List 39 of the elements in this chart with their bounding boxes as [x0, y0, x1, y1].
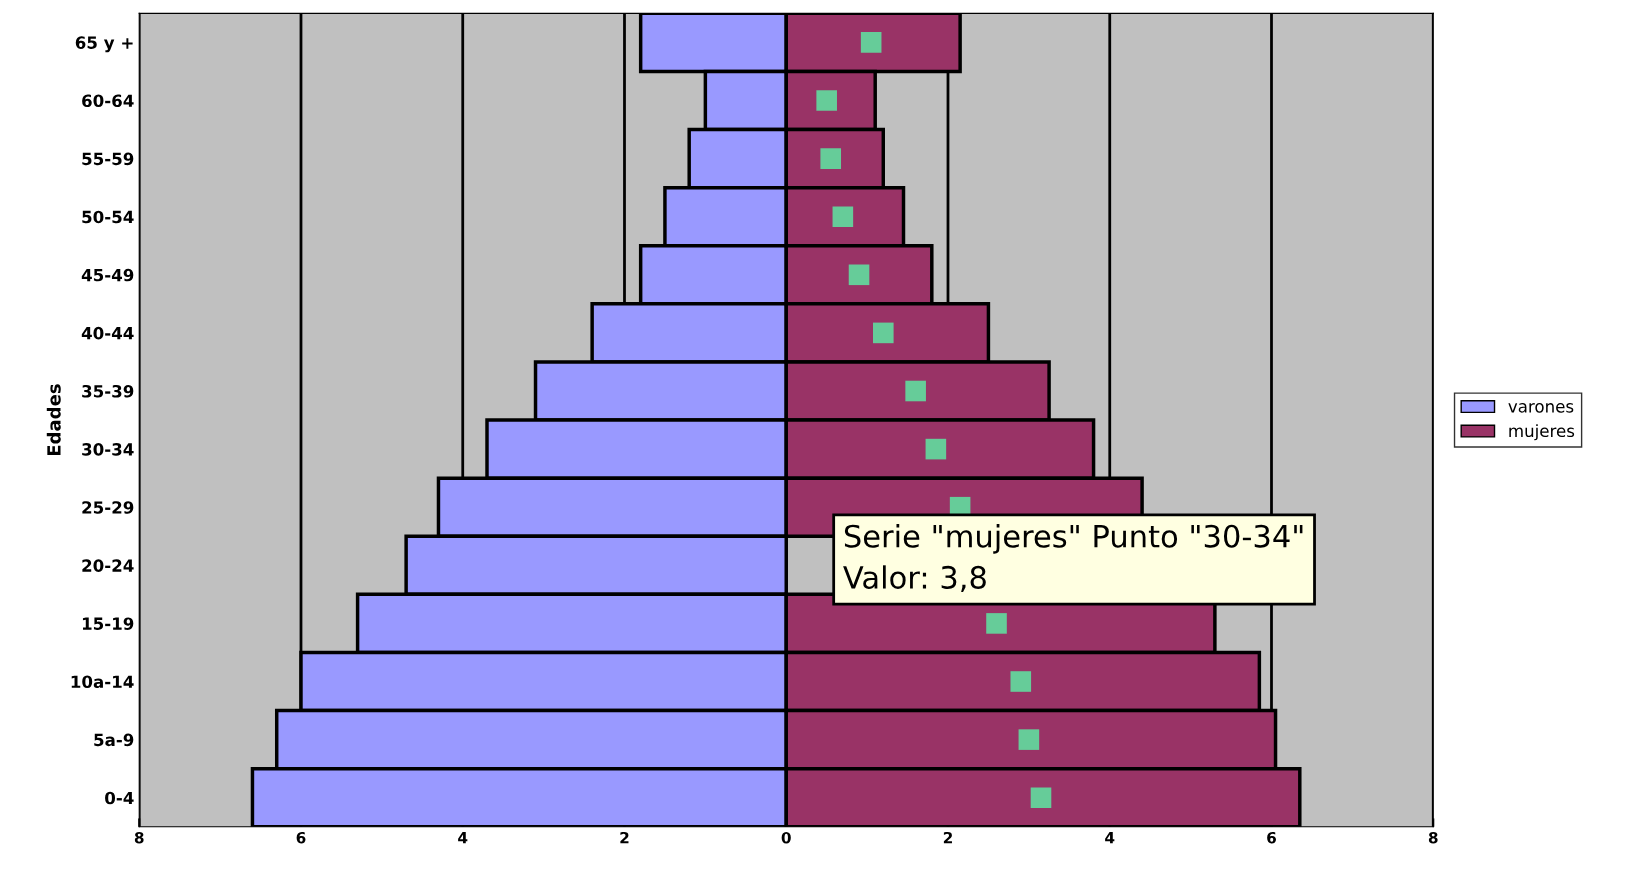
x-tick-label: 4	[458, 832, 468, 844]
x-tick-label: 4	[1105, 832, 1115, 844]
point	[872, 322, 894, 344]
point	[832, 206, 854, 227]
point	[925, 438, 947, 460]
y-tick-label: 60-64	[82, 94, 134, 108]
y-tick-label: 40-44	[81, 326, 134, 340]
x-tick-label: 2	[620, 831, 629, 844]
y-tick-label: 20-24	[82, 559, 134, 572]
y-tick-label: 30-34	[82, 443, 134, 456]
legend-label: mujeres	[1509, 424, 1575, 441]
point	[848, 264, 870, 286]
y-tick-label: 5a-9	[94, 733, 134, 747]
x-tick-label: 0	[781, 831, 791, 844]
x-tick-label: 8	[1428, 831, 1438, 844]
y-tick-label: 65 y +	[75, 36, 133, 53]
y-axis-title: Edades	[46, 384, 61, 456]
legend-label: varones	[1508, 403, 1574, 413]
x-tick-label: 2	[943, 831, 952, 844]
y-tick-label: 15-19	[82, 617, 134, 630]
annotation: Serie "mujeres" Punto "30-34" Valor: 3,8	[843, 524, 1303, 593]
x-tick-label: 6	[296, 831, 306, 844]
point	[905, 380, 926, 402]
y-tick-label: 55-59	[82, 152, 134, 166]
y-tick-label: 50-54	[82, 210, 134, 224]
point	[860, 32, 882, 53]
point	[1018, 729, 1040, 750]
y-tick-label: 25-29	[82, 501, 134, 514]
point	[1010, 671, 1032, 692]
x-tick-label: 8	[134, 831, 144, 844]
y-tick-label: 35-39	[82, 384, 134, 398]
y-tick-label: 0-4	[105, 791, 134, 805]
x-tick-label: 6	[1267, 831, 1276, 844]
point	[986, 613, 1007, 634]
point	[820, 148, 842, 169]
point	[1030, 787, 1052, 809]
y-tick-label: 10a-14	[71, 675, 134, 689]
y-tick-label: 45-49	[81, 268, 134, 282]
point	[816, 90, 837, 111]
